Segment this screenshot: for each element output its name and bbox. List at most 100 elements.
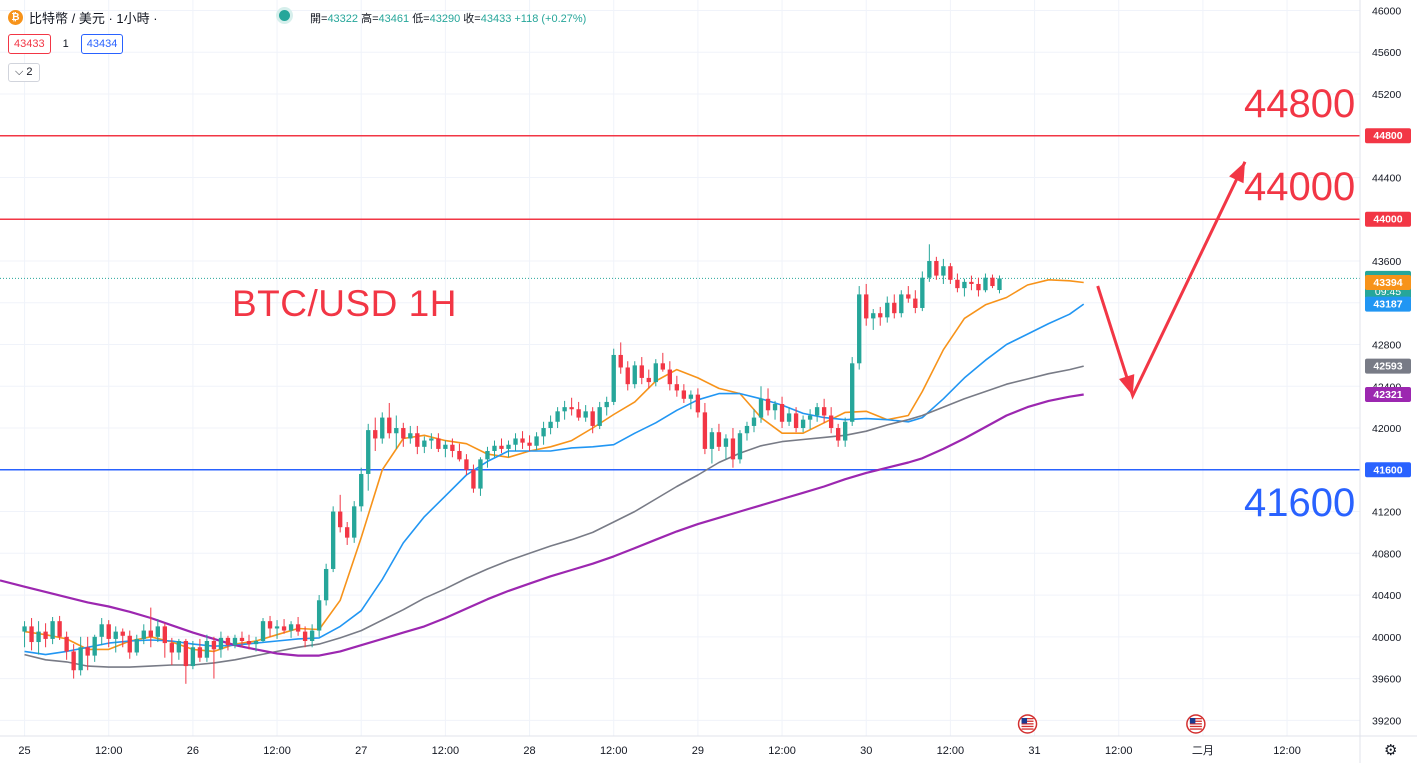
candle-body [885, 302, 890, 318]
price-axis-label-text: 44000 [1373, 214, 1402, 226]
symbol-header[interactable]: ₿ 比特幣 / 美元 · 1小時 · [8, 8, 162, 27]
candle [653, 359, 658, 387]
candle-body [667, 369, 673, 385]
candle-body [730, 438, 736, 460]
candle-body [408, 433, 413, 439]
candle-body [443, 444, 448, 449]
candle-body [22, 626, 27, 632]
candle-body [555, 411, 560, 422]
price-axis-label-bg [1365, 296, 1411, 312]
candle [520, 431, 525, 449]
candle-body [835, 428, 841, 441]
time-tick-label: 30 [860, 745, 872, 757]
candle-body [36, 631, 41, 643]
us-flag-icon[interactable] [1017, 714, 1038, 734]
us-flag-icon[interactable] [1186, 714, 1206, 734]
candle [492, 440, 497, 458]
candle [885, 296, 890, 323]
candle [450, 438, 455, 458]
candle [807, 409, 813, 430]
time-tick-label: 25 [18, 745, 30, 757]
price-tick-label: 46000 [1372, 5, 1401, 17]
candle [260, 618, 266, 643]
candle-body [611, 354, 616, 402]
candle [309, 624, 315, 648]
candle-body [723, 438, 729, 447]
candle-body [976, 283, 981, 291]
candle [513, 433, 518, 451]
candle-body [316, 600, 322, 631]
candle-body [892, 302, 897, 314]
candle [92, 634, 97, 662]
time-tick-label: 12:00 [95, 745, 123, 757]
candle-body [394, 428, 399, 434]
candle [906, 286, 911, 303]
price-axis-label-text: 44800 [1373, 130, 1402, 142]
candle-body [779, 404, 785, 422]
flag-stripe [1021, 728, 1034, 730]
candle [330, 506, 336, 573]
candle-body [758, 398, 764, 418]
candle [997, 275, 1002, 294]
flag-stripe [1021, 725, 1034, 728]
candle [899, 290, 904, 318]
price-tick-label: 45600 [1372, 47, 1401, 59]
ma-line [24, 303, 1085, 656]
candle [758, 386, 764, 423]
price-tick-label: 39200 [1372, 715, 1401, 727]
candle-body [506, 444, 511, 449]
candle [604, 396, 609, 416]
candle-body [401, 428, 406, 439]
candle [639, 357, 644, 385]
candle [878, 306, 883, 326]
candle [864, 283, 869, 326]
indicators-toggle-button[interactable]: ⌵ 2 [8, 63, 40, 82]
candle-body [913, 298, 918, 308]
candle [625, 361, 630, 391]
candle-body [373, 430, 378, 439]
open-label: 開= [310, 13, 328, 25]
candle-body [807, 415, 813, 420]
candle [443, 440, 448, 458]
candle [590, 407, 595, 434]
symbol-title[interactable]: 比特幣 / 美元 · 1小時 · [29, 11, 158, 26]
market-status-icon[interactable] [279, 10, 290, 21]
candle-body [29, 626, 34, 643]
annotation-level-high: 44800 [1244, 82, 1356, 126]
candle-body [590, 411, 595, 426]
event-markers[interactable] [1017, 714, 1206, 734]
candle [302, 626, 308, 648]
price-tick-label: 40000 [1372, 632, 1401, 644]
candle [246, 634, 252, 650]
candle [688, 390, 694, 410]
candle-body [737, 433, 743, 460]
candle [204, 634, 210, 662]
candle [57, 615, 62, 640]
candle [22, 621, 27, 648]
candle-body [800, 419, 806, 429]
gear-icon[interactable]: ⚙ [1384, 742, 1398, 759]
candle [288, 621, 294, 638]
candle [50, 616, 55, 645]
chevron-down-icon: ⌵ [15, 66, 24, 78]
time-tick-label: 31 [1028, 745, 1040, 757]
low-value: 43290 [429, 13, 461, 25]
candle [843, 417, 848, 447]
candle-body [688, 394, 694, 399]
sell-price-button[interactable]: 43433 [8, 34, 51, 54]
candle-body [962, 281, 967, 289]
candle [835, 423, 841, 447]
price-axis[interactable]: 4600045600452004480044400440004360043200… [1359, 0, 1401, 763]
candle [506, 440, 511, 458]
candle-body [436, 438, 441, 449]
buy-price-button[interactable]: 43434 [80, 34, 124, 54]
candle [218, 631, 224, 658]
candle-body [415, 433, 420, 447]
time-axis[interactable]: 25 12:00 26 12:00 27 12:00 28 12:00 29 12:00 30 12:… [0, 735, 1417, 757]
horizontal-levels [0, 134, 1360, 471]
candle [36, 621, 41, 655]
candle [267, 615, 273, 637]
candle [478, 457, 483, 496]
candle-body [267, 621, 273, 629]
